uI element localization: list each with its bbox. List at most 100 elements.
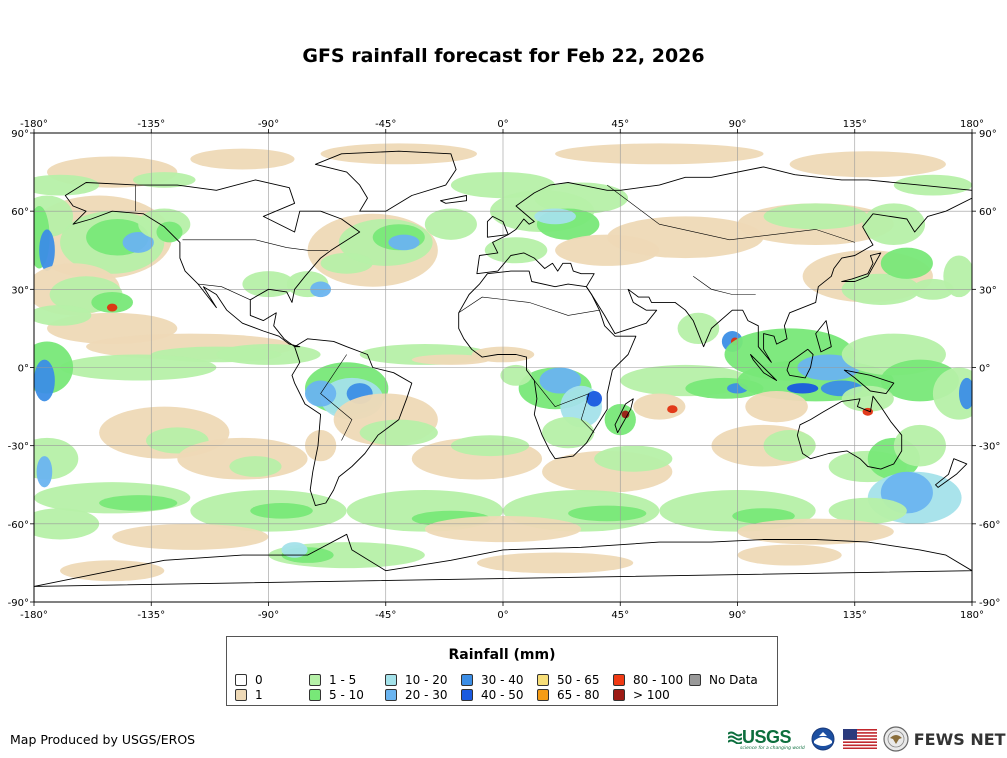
lon-tick-label-bottom: 180° — [960, 610, 984, 621]
rainfall-area — [607, 216, 764, 259]
legend-label: 30 - 40 — [481, 673, 524, 687]
legend-swatch — [235, 674, 247, 686]
rainfall-area — [568, 505, 647, 522]
lon-tick-label-bottom: 0° — [497, 610, 508, 621]
rainfall-area — [787, 383, 819, 394]
japan-outline — [841, 252, 882, 282]
legend-item: 50 - 65 — [537, 673, 600, 687]
greenland-outline — [314, 150, 457, 212]
rainfall-area — [586, 390, 603, 407]
legend-swatch — [613, 674, 625, 686]
legend-item: 10 - 20 — [385, 673, 448, 687]
rainfall-area — [112, 523, 269, 550]
rainfall-area — [732, 508, 795, 524]
lon-tick-label-top: 180° — [960, 119, 984, 130]
lon-tick-label-top: 90° — [729, 119, 747, 130]
legend-swatch — [235, 689, 247, 701]
philippines-outline — [815, 320, 832, 353]
lat-tick-label-left: -90° — [8, 598, 29, 609]
rainfall-area — [39, 229, 55, 272]
russia-south-border — [607, 184, 855, 243]
rainfall-area — [789, 151, 946, 178]
legend-label: > 100 — [633, 688, 670, 702]
lon-tick-label-bottom: 135° — [843, 610, 867, 621]
rainfall-area — [91, 291, 134, 313]
rainfall-area — [555, 143, 764, 165]
lon-tick-label-bottom: 90° — [729, 610, 747, 621]
usgs-logo-text: USGS — [742, 726, 792, 747]
legend-item: 80 - 100 — [613, 673, 683, 687]
map-title: GFS rainfall forecast for Feb 22, 2026 — [302, 45, 705, 67]
rainfall-area — [99, 495, 178, 511]
state-dept-seal-icon — [883, 726, 909, 752]
rainfall-area — [943, 255, 972, 298]
legend-item: 20 - 30 — [385, 688, 448, 702]
lon-tick-label-top: -45° — [375, 119, 396, 130]
lon-tick-label-bottom: -180° — [20, 610, 48, 621]
legend-swatch — [385, 674, 397, 686]
lon-tick-label-top: 135° — [843, 119, 867, 130]
borneo-outline — [786, 348, 814, 379]
rainfall-area — [745, 390, 808, 423]
country-outlines — [34, 150, 972, 587]
rainfall-area — [476, 552, 634, 574]
rainfall-area — [229, 456, 282, 477]
rainfall-area — [932, 367, 972, 420]
lon-tick-label-bottom: -90° — [258, 610, 279, 621]
lat-tick-label-right: 60° — [979, 207, 997, 218]
south-america-outline — [291, 338, 413, 507]
legend-swatch — [537, 674, 549, 686]
legend-swatch — [537, 689, 549, 701]
legend-item: > 100 — [613, 688, 670, 702]
rainfall-area — [34, 174, 100, 196]
sumatra-outline — [750, 354, 778, 381]
rainfall-area — [880, 247, 933, 279]
legend-label: 40 - 50 — [481, 688, 524, 702]
rainfall-area — [424, 208, 477, 240]
lat-tick-label-left: 30° — [11, 285, 29, 296]
rainfall-area — [621, 410, 630, 419]
legend-item: 1 — [235, 688, 263, 702]
rainfall-area — [388, 234, 420, 251]
legend-title: Rainfall (mm) — [448, 647, 556, 663]
rainfall-area — [34, 359, 55, 402]
great-britain-outline — [486, 215, 509, 238]
north-america-outline — [64, 179, 361, 348]
africa-outline — [458, 270, 637, 460]
rainfall-area — [763, 203, 868, 230]
lat-tick-label-right: -90° — [979, 598, 1000, 609]
lon-tick-label-bottom: -135° — [137, 610, 165, 621]
australia-outline — [796, 395, 903, 470]
legend-label: 80 - 100 — [633, 673, 684, 687]
rainfall-area — [677, 312, 720, 345]
legend-label: 1 — [255, 688, 263, 702]
rainfall-area — [106, 303, 118, 312]
iceland-outline — [440, 195, 467, 204]
us-mexico-border — [198, 283, 251, 301]
rainfall-area — [893, 174, 972, 196]
rainfall-area — [667, 405, 678, 414]
legend-swatch — [309, 674, 321, 686]
legend-label: 10 - 20 — [405, 673, 448, 687]
new-zealand-outline — [935, 458, 968, 488]
lat-tick-label-right: 30° — [979, 285, 997, 296]
legend-label: 1 - 5 — [329, 673, 357, 687]
noaa-icon — [811, 727, 835, 751]
axis-ticks: -180° -135° -90° -45° 0° 45° 90° 135° 180°-180° -… — [8, 119, 1001, 621]
rainfall-area — [862, 203, 926, 246]
rainfall-area — [320, 143, 477, 165]
lon-tick-label-bottom: -45° — [375, 610, 396, 621]
rainfall-area — [190, 148, 295, 170]
lat-tick-label-left: -60° — [8, 520, 29, 531]
rainfall-area — [633, 393, 686, 420]
legend-label: No Data — [709, 673, 758, 687]
rainfall-area — [737, 518, 894, 545]
legend-label: 0 — [255, 673, 263, 687]
lon-tick-label-bottom: 45° — [611, 610, 629, 621]
rainfall-area — [737, 544, 842, 566]
legend-swatch — [309, 689, 321, 701]
lat-tick-label-right: 90° — [979, 129, 997, 140]
south-america-borders — [320, 354, 353, 441]
legend-swatch — [689, 674, 701, 686]
